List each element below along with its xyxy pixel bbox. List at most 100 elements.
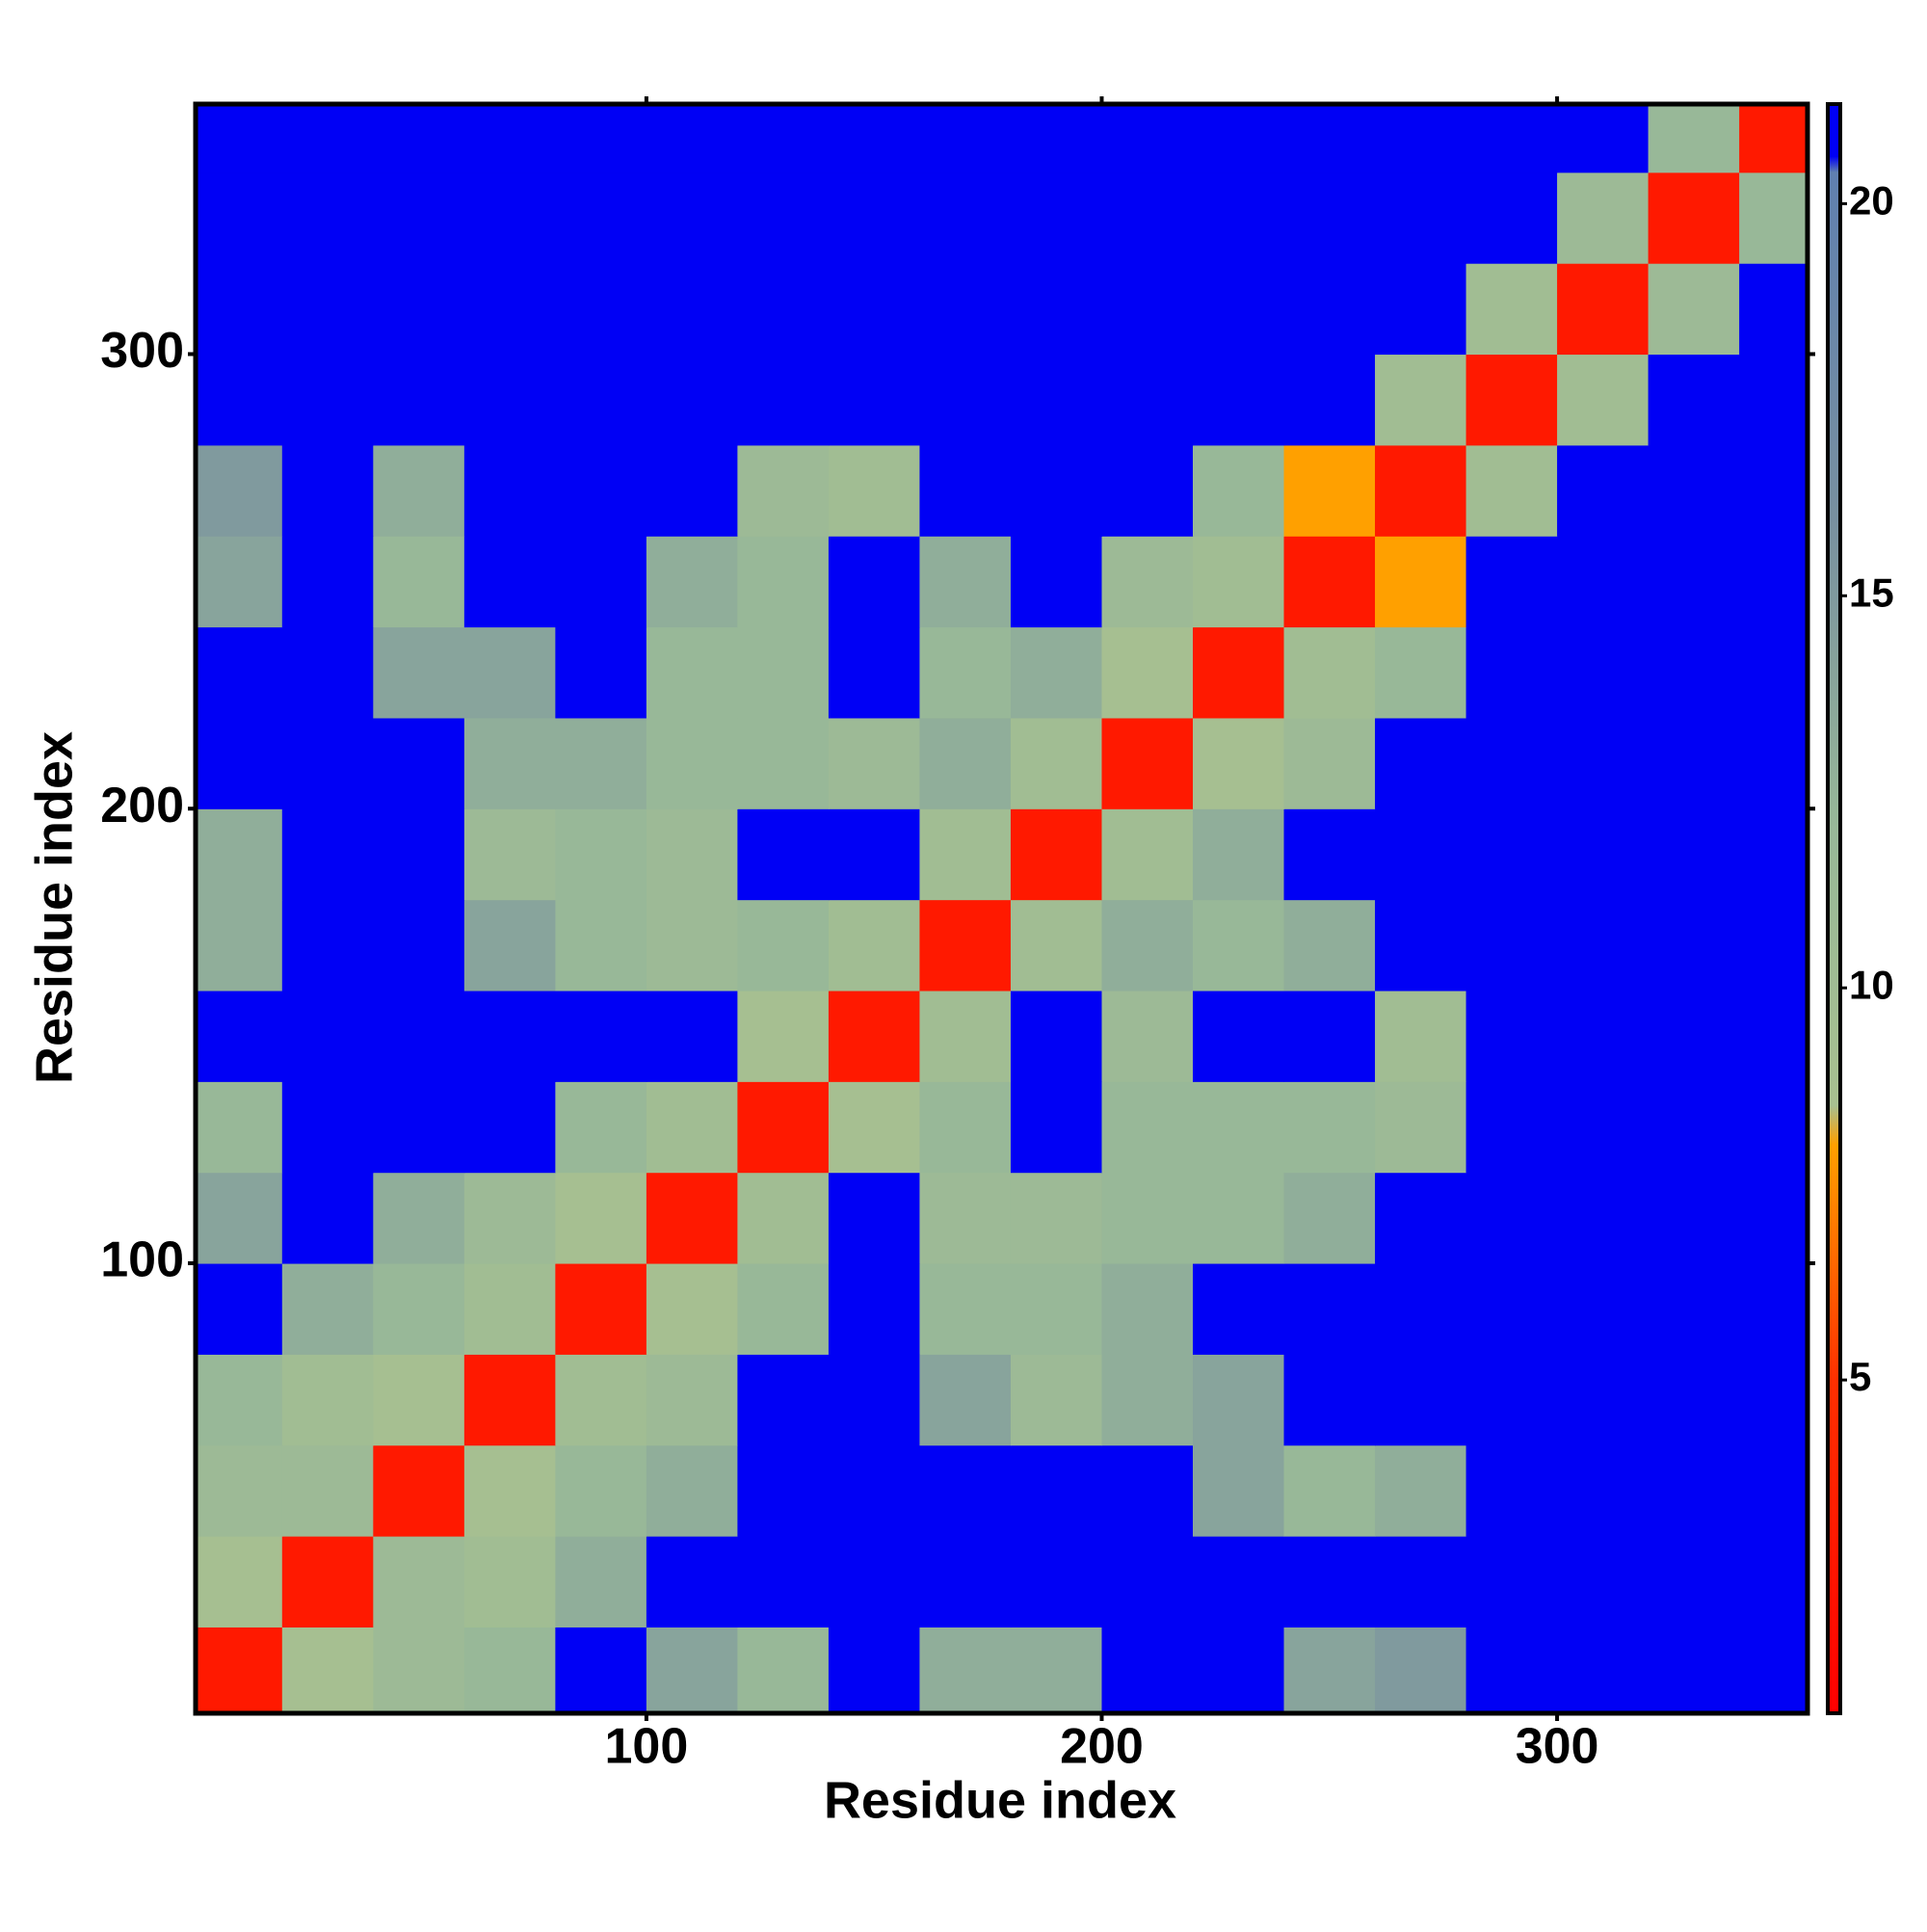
heatmap-cell bbox=[463, 990, 556, 1082]
heatmap-cell bbox=[373, 263, 465, 356]
heatmap-cell bbox=[1648, 990, 1740, 1082]
heatmap-cell bbox=[828, 899, 921, 992]
heatmap-cell bbox=[1739, 808, 1808, 901]
heatmap-cell bbox=[555, 626, 647, 719]
heatmap-cell bbox=[1739, 1081, 1808, 1174]
heatmap-cell bbox=[373, 808, 465, 901]
heatmap-cell bbox=[1557, 808, 1650, 901]
heatmap-cell bbox=[737, 808, 830, 901]
heatmap-cell bbox=[463, 1444, 556, 1537]
heatmap-cell bbox=[196, 354, 283, 446]
heatmap-cell bbox=[828, 172, 921, 264]
heatmap-cell bbox=[1557, 717, 1650, 809]
heatmap-cell bbox=[1192, 808, 1285, 901]
heatmap-cell bbox=[1101, 354, 1194, 446]
heatmap-cell bbox=[646, 1627, 738, 1714]
heatmap-cell bbox=[1465, 104, 1558, 173]
heatmap-cell bbox=[1283, 626, 1376, 719]
heatmap-cell bbox=[1465, 444, 1558, 537]
heatmap-cell bbox=[196, 990, 283, 1082]
heatmap-cell bbox=[1739, 104, 1808, 173]
heatmap-cell bbox=[196, 1172, 283, 1264]
heatmap-cell bbox=[281, 1536, 374, 1628]
heatmap-cell bbox=[919, 990, 1012, 1082]
heatmap-cell bbox=[646, 1081, 738, 1174]
heatmap-cell bbox=[196, 1444, 283, 1537]
heatmap-cell bbox=[1101, 1354, 1194, 1446]
heatmap-cell bbox=[1010, 990, 1103, 1082]
heatmap-cell bbox=[1375, 1354, 1467, 1446]
heatmap-cell bbox=[281, 444, 374, 537]
heatmap-cell bbox=[463, 808, 556, 901]
heatmap-cell bbox=[555, 1627, 647, 1714]
heatmap-cells bbox=[196, 104, 1808, 1714]
heatmap-cell bbox=[1101, 536, 1194, 628]
heatmap-cell bbox=[646, 444, 738, 537]
heatmap-cell bbox=[1465, 1536, 1558, 1628]
heatmap-cell bbox=[463, 1081, 556, 1174]
heatmap-cell bbox=[463, 444, 556, 537]
heatmap-cell bbox=[281, 626, 374, 719]
heatmap-cell bbox=[646, 990, 738, 1082]
heatmap-cell bbox=[1739, 990, 1808, 1082]
heatmap-cell bbox=[373, 1627, 465, 1714]
heatmap-cell bbox=[1739, 354, 1808, 446]
heatmap-cell bbox=[555, 808, 647, 901]
heatmap-cell bbox=[555, 263, 647, 356]
heatmap-cell bbox=[1101, 1172, 1194, 1264]
heatmap-cell bbox=[646, 1444, 738, 1537]
heatmap-cell bbox=[737, 1627, 830, 1714]
heatmap-cell bbox=[919, 263, 1012, 356]
heatmap-cell bbox=[1648, 263, 1740, 356]
heatmap-cell bbox=[373, 172, 465, 264]
heatmap-cell bbox=[646, 1172, 738, 1264]
heatmap-cell bbox=[281, 899, 374, 992]
heatmap-cell bbox=[1375, 808, 1467, 901]
heatmap-cell bbox=[1557, 626, 1650, 719]
heatmap-cell bbox=[1557, 444, 1650, 537]
heatmap-cell bbox=[1010, 1081, 1103, 1174]
heatmap-cell bbox=[1283, 1536, 1376, 1628]
heatmap-cell bbox=[1192, 444, 1285, 537]
heatmap-cell bbox=[1739, 899, 1808, 992]
heatmap-cell bbox=[1648, 536, 1740, 628]
heatmap-cell bbox=[646, 1536, 738, 1628]
heatmap-cell bbox=[1557, 1262, 1650, 1355]
heatmap-cell bbox=[281, 536, 374, 628]
heatmap-cell bbox=[373, 717, 465, 809]
heatmap-cell bbox=[1465, 1262, 1558, 1355]
heatmap-cell bbox=[737, 104, 830, 173]
heatmap-cell bbox=[1010, 626, 1103, 719]
heatmap-cell bbox=[373, 1354, 465, 1446]
heatmap-cell bbox=[196, 104, 283, 173]
heatmap-cell bbox=[463, 104, 556, 173]
heatmap-cell bbox=[555, 444, 647, 537]
heatmap-cell bbox=[373, 1081, 465, 1174]
heatmap-cell bbox=[1465, 536, 1558, 628]
heatmap-cell bbox=[737, 536, 830, 628]
heatmap-cell bbox=[196, 717, 283, 809]
heatmap-cell bbox=[919, 354, 1012, 446]
heatmap-cell bbox=[1465, 808, 1558, 901]
heatmap-cell bbox=[1010, 104, 1103, 173]
heatmap-cell bbox=[1101, 899, 1194, 992]
heatmap-cell bbox=[1283, 536, 1376, 628]
heatmap-cell bbox=[737, 354, 830, 446]
heatmap-cell bbox=[1557, 899, 1650, 992]
heatmap-cell bbox=[1375, 172, 1467, 264]
heatmap-cell bbox=[1375, 354, 1467, 446]
heatmap-cell bbox=[196, 1536, 283, 1628]
heatmap-cell bbox=[1283, 354, 1376, 446]
heatmap-cell bbox=[1648, 1354, 1740, 1446]
heatmap-cell bbox=[281, 104, 374, 173]
heatmap-cell bbox=[646, 626, 738, 719]
heatmap-cell bbox=[1101, 1627, 1194, 1714]
heatmap-cell bbox=[1192, 104, 1285, 173]
heatmap-cell bbox=[373, 1444, 465, 1537]
heatmap-cell bbox=[1101, 990, 1194, 1082]
heatmap-cell bbox=[1192, 1262, 1285, 1355]
heatmap-cell bbox=[1465, 1444, 1558, 1537]
heatmap-cell bbox=[646, 354, 738, 446]
heatmap-cell bbox=[828, 1081, 921, 1174]
heatmap-cell bbox=[1192, 899, 1285, 992]
